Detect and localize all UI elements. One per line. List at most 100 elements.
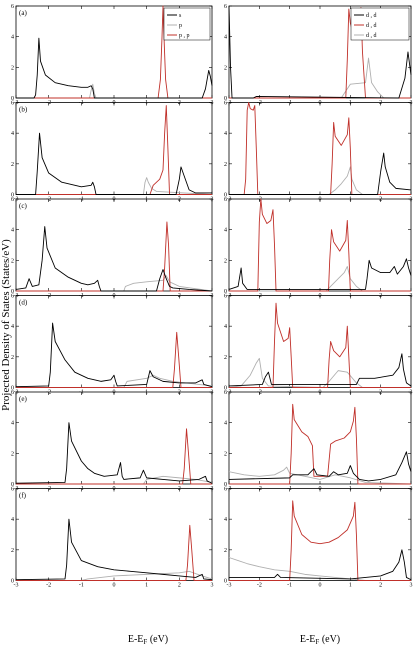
series-s-line bbox=[16, 132, 212, 195]
legend-label: d , d bbox=[366, 13, 377, 19]
y-tick-label: 0 bbox=[224, 96, 227, 102]
plot-frame bbox=[228, 391, 412, 485]
y-tick-label: 6 bbox=[224, 294, 227, 300]
series-s-line bbox=[15, 322, 213, 388]
y-tick-label: 0 bbox=[224, 482, 227, 488]
y-tick-label: 4 bbox=[11, 35, 14, 41]
y-tick-label: 6 bbox=[11, 294, 14, 300]
plot-frame bbox=[15, 391, 213, 485]
legend-label: p , p bbox=[179, 33, 190, 39]
y-tick-label: 2 bbox=[224, 548, 227, 554]
panel-5-right: -3 -2 -1 0 1 2 3 0 2 4 6 bbox=[224, 487, 413, 589]
series-dxz-line bbox=[229, 198, 411, 292]
y-tick-label: 6 bbox=[11, 197, 14, 203]
x-tick-label: 1 bbox=[145, 583, 148, 589]
panel-5-left: -3 -2 -1 0 1 2 3 0 2 4 6 (f) bbox=[11, 487, 214, 589]
series-pxy-line bbox=[16, 5, 212, 99]
y-tick-label: 0 bbox=[11, 289, 14, 295]
series-dxy-line bbox=[228, 557, 411, 581]
panel-label: (b) bbox=[19, 106, 28, 114]
y-tick-label: 4 bbox=[11, 421, 14, 427]
y-tick-label: 4 bbox=[224, 324, 227, 330]
panel-label: (f) bbox=[19, 492, 27, 500]
y-tick-label: 6 bbox=[224, 4, 227, 10]
x-tick-label: 2 bbox=[178, 583, 181, 589]
series-dz2-line bbox=[228, 258, 412, 290]
x-tick-label: -3 bbox=[227, 583, 232, 589]
series-pxy-line bbox=[16, 524, 212, 581]
y-tick-label: 0 bbox=[224, 289, 227, 295]
y-tick-label: 0 bbox=[224, 193, 227, 199]
series-pz-line bbox=[16, 177, 213, 195]
x-tick-label: 3 bbox=[410, 583, 413, 589]
series-pxy-line bbox=[16, 428, 212, 485]
series-dxz-line bbox=[229, 102, 411, 195]
panel-label: (d) bbox=[19, 299, 28, 307]
y-tick-label: 2 bbox=[11, 65, 14, 71]
legend-label: d , d bbox=[366, 23, 377, 29]
series-pxy-line bbox=[16, 105, 212, 195]
y-tick-label: 4 bbox=[11, 228, 14, 234]
y-tick-label: 6 bbox=[11, 101, 14, 107]
y-tick-label: 4 bbox=[11, 324, 14, 330]
legend-label: d , d bbox=[366, 33, 377, 39]
series-dxy-line bbox=[228, 466, 412, 485]
y-tick-label: 6 bbox=[11, 487, 14, 493]
x-tick-label: 2 bbox=[379, 583, 382, 589]
series-dz2-line bbox=[228, 451, 412, 482]
x-axis-label-right: E-EF (eV) bbox=[300, 634, 340, 646]
y-tick-label: 6 bbox=[224, 101, 227, 107]
panel-0-right: -3-2-101230246d , dd , dd , d bbox=[224, 4, 413, 106]
series-dz2-line bbox=[228, 5, 412, 99]
y-tick-label: 6 bbox=[224, 487, 227, 493]
y-tick-label: 2 bbox=[11, 258, 14, 264]
series-dxy-line bbox=[228, 357, 411, 388]
series-dxz-line bbox=[229, 403, 411, 485]
series-dz2-line bbox=[228, 353, 412, 387]
y-tick-label: 6 bbox=[11, 390, 14, 396]
x-tick-label: 0 bbox=[113, 583, 116, 589]
plot-frame bbox=[15, 198, 213, 292]
series-dxy-line bbox=[229, 57, 411, 99]
plot-frame bbox=[228, 295, 412, 388]
series-pxy-line bbox=[16, 331, 212, 388]
panel-label: (e) bbox=[19, 395, 27, 403]
series-pz-line bbox=[16, 275, 213, 292]
y-tick-label: 4 bbox=[224, 421, 227, 427]
x-tick-label: 0 bbox=[319, 583, 322, 589]
legend-label: p bbox=[179, 23, 182, 29]
panel-label: (a) bbox=[19, 9, 27, 17]
y-tick-label: 4 bbox=[224, 35, 227, 41]
y-tick-label: 0 bbox=[11, 482, 14, 488]
y-tick-label: 0 bbox=[11, 96, 14, 102]
panel-label: (c) bbox=[19, 202, 27, 210]
y-tick-label: 4 bbox=[224, 131, 227, 137]
plot-frame bbox=[15, 295, 213, 388]
y-tick-label: 6 bbox=[224, 390, 227, 396]
series-s-line bbox=[16, 37, 213, 99]
x-axis-label-left: E-EF (eV) bbox=[128, 634, 168, 646]
series-dxz-line bbox=[229, 500, 411, 581]
x-tick-label: -1 bbox=[79, 583, 84, 589]
series-s-line bbox=[15, 226, 213, 292]
series-dz2-line bbox=[229, 152, 412, 195]
y-axis-label: Projected Density of States (States/eV) bbox=[0, 239, 12, 411]
series-dxy-line bbox=[229, 166, 411, 195]
y-tick-label: 2 bbox=[224, 162, 227, 168]
y-tick-label: 2 bbox=[11, 355, 14, 361]
y-tick-label: 2 bbox=[224, 355, 227, 361]
x-tick-label: 1 bbox=[349, 583, 352, 589]
plot-frame bbox=[15, 488, 213, 581]
y-tick-label: 2 bbox=[11, 548, 14, 554]
y-tick-label: 2 bbox=[224, 258, 227, 264]
